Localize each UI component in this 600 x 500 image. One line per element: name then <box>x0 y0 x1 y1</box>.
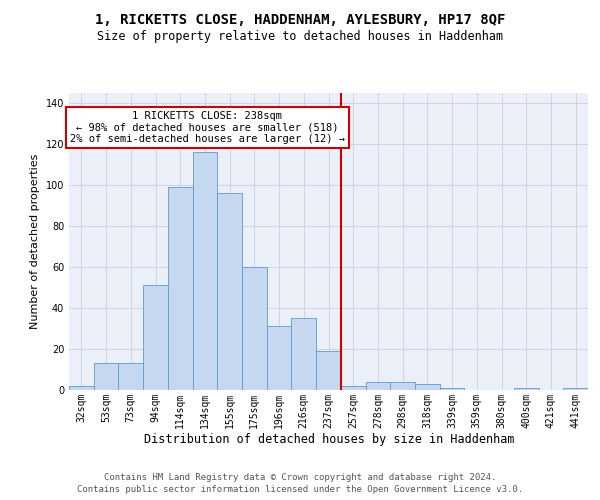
Text: 1 RICKETTS CLOSE: 238sqm
← 98% of detached houses are smaller (518)
2% of semi-d: 1 RICKETTS CLOSE: 238sqm ← 98% of detach… <box>70 111 345 144</box>
Bar <box>440 388 464 390</box>
Bar <box>267 326 292 390</box>
Bar <box>143 286 168 390</box>
Text: Contains public sector information licensed under the Open Government Licence v3: Contains public sector information licen… <box>77 485 523 494</box>
Bar <box>390 382 415 390</box>
Bar <box>365 382 390 390</box>
Bar <box>94 364 118 390</box>
Bar <box>415 384 440 390</box>
Bar <box>316 351 341 390</box>
Text: Contains HM Land Registry data © Crown copyright and database right 2024.: Contains HM Land Registry data © Crown c… <box>104 472 496 482</box>
Bar <box>193 152 217 390</box>
Text: Size of property relative to detached houses in Haddenham: Size of property relative to detached ho… <box>97 30 503 43</box>
Bar <box>69 386 94 390</box>
Text: Distribution of detached houses by size in Haddenham: Distribution of detached houses by size … <box>143 432 514 446</box>
Y-axis label: Number of detached properties: Number of detached properties <box>30 154 40 329</box>
Bar <box>118 364 143 390</box>
Bar <box>242 267 267 390</box>
Bar <box>514 388 539 390</box>
Bar <box>292 318 316 390</box>
Bar <box>168 187 193 390</box>
Bar <box>563 388 588 390</box>
Bar <box>217 193 242 390</box>
Text: 1, RICKETTS CLOSE, HADDENHAM, AYLESBURY, HP17 8QF: 1, RICKETTS CLOSE, HADDENHAM, AYLESBURY,… <box>95 12 505 26</box>
Bar <box>341 386 365 390</box>
